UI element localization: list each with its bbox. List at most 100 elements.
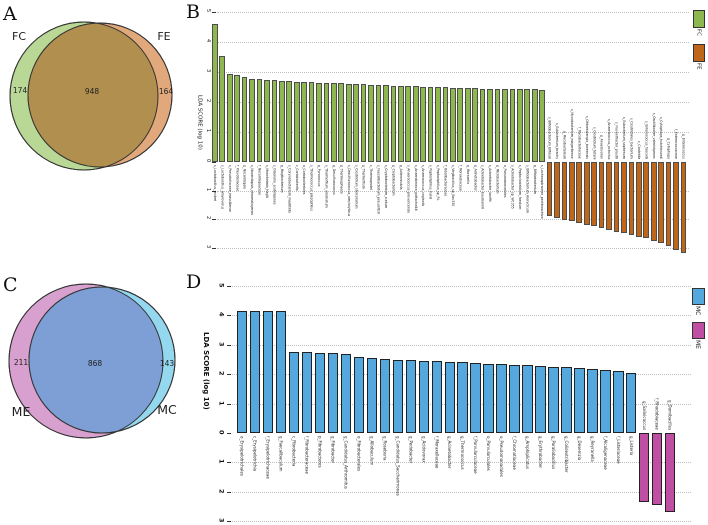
lda-bar-FC xyxy=(435,87,441,162)
venn-c-right-outline xyxy=(28,286,176,434)
venn-a-right-set-label: FE xyxy=(157,30,171,43)
taxon-label: s_Anaerococcus_octavius xyxy=(607,118,612,159)
gridline xyxy=(217,12,689,13)
tick-mark xyxy=(227,462,231,464)
tick-mark xyxy=(227,374,231,376)
tick-mark xyxy=(212,162,216,163)
taxon-label: c_Erysipelotrichia xyxy=(252,436,258,472)
axis-tick-label: 2 xyxy=(217,488,226,494)
lda-bar-MC xyxy=(457,362,468,433)
taxon-label: s_Anaerobranca_gottschalkii xyxy=(413,165,418,211)
venn-a-overlap xyxy=(28,23,158,167)
taxon-label: s_Acinetobacter_sp_WC355 xyxy=(510,165,515,209)
taxon-label: g_Mogibacterium xyxy=(279,165,284,193)
taxon-label: g_Allobaculum xyxy=(369,436,375,466)
gridline xyxy=(217,190,689,192)
taxon-label: f_Odoribacteraceae xyxy=(443,165,448,197)
lda-bar-FE xyxy=(628,162,635,235)
taxon-label: g_Fibrobacter xyxy=(330,436,336,464)
taxon-label: s_Mycobacterium_mageritense xyxy=(569,109,574,159)
gridline xyxy=(217,42,689,43)
lda-bar-FC xyxy=(219,55,226,162)
panel-d-axis-label: LDA SCORE (log 10) xyxy=(202,332,210,410)
lda-bar-FC xyxy=(427,87,434,162)
taxon-label: s_Cryptobacterium_curtum xyxy=(384,165,389,209)
venn-a-right-outline xyxy=(27,22,173,168)
lda-bar-FC xyxy=(353,84,359,162)
legend-label-fe: FE xyxy=(695,63,702,70)
venn-diagram-a xyxy=(9,21,173,171)
lda-bar-FC xyxy=(264,79,270,162)
taxon-label: g_Desulfurococcus xyxy=(331,165,336,195)
gridline xyxy=(232,491,691,493)
taxon-label: c_Thermoprotei xyxy=(369,165,374,190)
taxon-label: g_Acinetobacter xyxy=(447,436,453,469)
lda-bar-FE xyxy=(576,162,583,223)
lda-bar-MC xyxy=(353,356,365,433)
panel-label-d: D xyxy=(186,271,202,293)
taxon-label: o_Coriobacteriales xyxy=(302,165,307,195)
venn-c-left-count: 211 xyxy=(13,358,29,367)
lda-bar-MC xyxy=(548,366,559,433)
panel-label-b: B xyxy=(186,1,200,23)
lda-bar-FC xyxy=(390,85,397,162)
taxon-label: g_Candidatus_Saccharimonas xyxy=(395,436,401,496)
taxon-label: f_Alcaligenaceae xyxy=(602,436,608,470)
taxon-label: g_Mycobacterium xyxy=(562,130,567,159)
panel-label-a: A xyxy=(3,3,17,25)
axis-tick-label: 3 xyxy=(217,517,226,523)
lda-bar-FC xyxy=(479,88,486,162)
taxon-label: g_Bifidobacterium xyxy=(532,165,537,194)
gridline xyxy=(232,462,691,464)
lda-bar-FE xyxy=(569,162,575,222)
taxon-label: g_Candidatus_Arthromitus xyxy=(343,436,349,489)
axis-tick-label: 3 xyxy=(217,341,226,347)
lda-bar-FC xyxy=(293,81,300,162)
lda-bar-FC xyxy=(368,84,374,162)
lda-bar-MC xyxy=(522,365,533,433)
taxon-label: f_Prevotellaceae xyxy=(235,165,240,192)
taxon-label: g_Acinetobacter xyxy=(473,165,478,191)
lda-bar-FE xyxy=(658,162,664,243)
gridline xyxy=(217,247,689,249)
lda-bar-ME xyxy=(652,433,663,505)
taxon-label: g_Listeria xyxy=(628,436,634,456)
taxon-label: f_Moraxellaceae xyxy=(458,165,463,191)
lda-bar-FC xyxy=(450,87,456,162)
gridline xyxy=(232,344,691,346)
taxon-label: s_Eubacterium_brachy xyxy=(555,122,560,159)
lda-bar-FC xyxy=(360,84,367,162)
taxon-label: o_Pseudomonadales xyxy=(503,165,508,198)
taxon-label: g_Roseburia xyxy=(382,436,388,461)
lda-bar-MC xyxy=(509,364,520,433)
lda-bar-FC xyxy=(457,87,464,162)
taxon-label: s_Mannheimia_haglii xyxy=(265,165,270,199)
lda-bar-MC xyxy=(574,367,585,433)
taxon-label: g_Domibacillus xyxy=(667,399,673,430)
venn-a-overlap-count: 948 xyxy=(84,87,100,96)
lda-bar-FC xyxy=(226,74,233,162)
lda-bar-FC xyxy=(256,79,263,162)
taxon-label: f_Parvularculaceae xyxy=(473,436,479,474)
tick-mark xyxy=(227,433,231,434)
axis-tick-label: 3 xyxy=(205,69,211,73)
lda-bar-FC xyxy=(531,89,538,162)
taxon-label: s_Peptoniphilus_sp_RL xyxy=(436,165,441,201)
lda-bar-FE xyxy=(673,162,679,250)
axis-tick-label: 2 xyxy=(205,216,211,220)
venn-a-right-count: 164 xyxy=(158,87,174,96)
legend-swatch-fe xyxy=(693,44,705,62)
lda-bar-FC xyxy=(286,81,293,162)
lda-bar-MC xyxy=(249,310,261,433)
axis-tick-label: 0 xyxy=(205,159,211,163)
taxon-label: g_Microbacterium xyxy=(495,165,500,194)
lda-bar-FC xyxy=(494,88,501,162)
gridline xyxy=(232,315,691,317)
axis-tick-label: 4 xyxy=(217,312,226,317)
lda-bar-ME xyxy=(665,433,676,513)
lda-bar-MC xyxy=(600,370,611,433)
taxon-label: g_Anaerovorax xyxy=(599,135,604,159)
axis-tick-label: 5 xyxy=(217,283,226,288)
taxon-label: s_Corynebacterium_mastitidis xyxy=(287,165,292,214)
